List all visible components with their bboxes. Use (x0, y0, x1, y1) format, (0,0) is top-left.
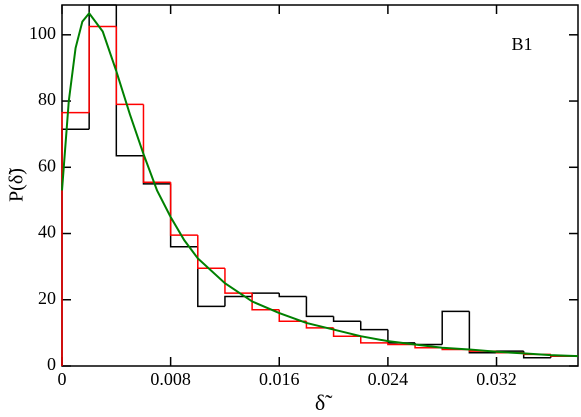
x-tick-label: 0.008 (150, 369, 191, 389)
y-tick-label: 20 (38, 288, 56, 308)
y-tick-label: 100 (29, 23, 56, 43)
x-tick-label: 0.016 (259, 369, 300, 389)
histogram-step (197, 246, 225, 308)
plot-frame (61, 4, 579, 367)
histogram-step (197, 235, 225, 270)
histogram-step (468, 311, 497, 354)
histogram-step (142, 155, 171, 185)
histogram-step (115, 26, 144, 106)
histogram-step (169, 182, 198, 236)
histogram-step (224, 268, 253, 294)
x-tick-label: 0.024 (368, 369, 409, 389)
histogram-step (332, 327, 361, 337)
y-tick-label: 40 (38, 222, 56, 242)
histogram-step (169, 183, 198, 248)
x-tick-label: 0 (58, 369, 67, 389)
annotation: B1 (511, 34, 532, 54)
x-axis-label: δ̃ (315, 390, 333, 415)
histogram-step (359, 321, 388, 331)
y-tick-label: 80 (38, 89, 56, 109)
histogram-step (359, 336, 388, 344)
histogram-step (332, 316, 361, 323)
histogram-step (441, 310, 470, 345)
y-tick-label: 60 (38, 155, 56, 175)
histogram-step (115, 5, 144, 157)
histogram-step (305, 296, 334, 318)
histogram-step (414, 344, 443, 349)
x-tick-label: 0.032 (476, 369, 517, 389)
histogram-step (278, 293, 307, 298)
y-axis-label: P(δ̃) (6, 168, 28, 202)
histogram-step (387, 342, 416, 346)
histogram-step (142, 104, 171, 183)
histogram-step (251, 292, 280, 297)
histogram-step (88, 25, 117, 113)
y-tick-label: 0 (47, 354, 56, 374)
histogram-step (88, 4, 117, 130)
histogram-step (61, 128, 90, 366)
fit-curve (61, 11, 579, 358)
histogram-step (61, 111, 90, 366)
